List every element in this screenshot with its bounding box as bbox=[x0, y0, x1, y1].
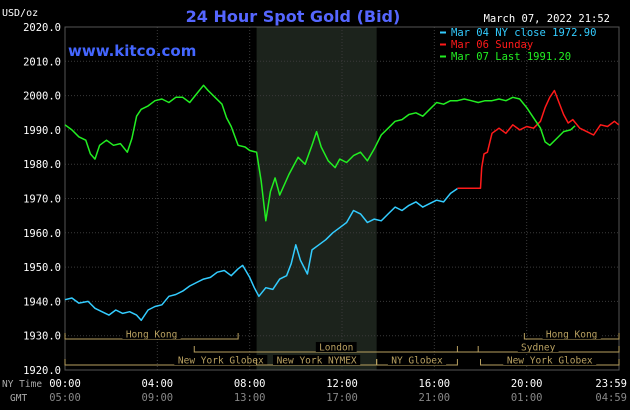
session-label-bg bbox=[122, 329, 181, 339]
series-line-3 bbox=[64, 84, 576, 222]
x-tick-label-gmt: 13:00 bbox=[234, 392, 266, 404]
x-tick-label-ny: 08:00 bbox=[234, 378, 266, 390]
x-tick-label-gmt: 04:59 bbox=[595, 392, 627, 404]
x-tick-label-ny: 16:00 bbox=[419, 378, 451, 390]
price-series bbox=[64, 84, 620, 322]
grid-lines bbox=[64, 26, 620, 371]
session-label-bg bbox=[517, 342, 559, 352]
y-tick-label: 1980.0 bbox=[23, 159, 61, 171]
chart-date: March 07, 2022 21:52 bbox=[484, 13, 610, 25]
y-axis: 1920.0 1930.0 1940.0 1950.0 1960.0 1970.0 1980… bbox=[23, 22, 61, 377]
trading-sessions: Hong Kong London New York Globex New York N… bbox=[64, 329, 620, 367]
x-tick-label-ny: 12:00 bbox=[326, 378, 358, 390]
y-unit-label: USD/oz bbox=[2, 8, 38, 19]
series-line-1 bbox=[64, 187, 458, 322]
y-tick-label: 1930.0 bbox=[23, 331, 61, 343]
x-tick-label-ny: 00:00 bbox=[49, 378, 81, 390]
x-tick-label-ny: 04:00 bbox=[142, 378, 174, 390]
x-tick-label-ny: 20:00 bbox=[511, 378, 543, 390]
y-tick-label: 1950.0 bbox=[23, 262, 61, 274]
x-tick-label-gmt: 09:00 bbox=[142, 392, 174, 404]
x-tick-label-gmt: 17:00 bbox=[326, 392, 358, 404]
session-label-bg bbox=[503, 355, 597, 365]
x-tick-label-ny: 23:59 bbox=[595, 378, 627, 390]
ny-time-label: NY Time bbox=[2, 379, 42, 390]
y-tick-label: 2010.0 bbox=[23, 56, 61, 68]
session-label: Hong Kong bbox=[126, 330, 177, 341]
legend-entry: Mar 04 NY close 1972.90 bbox=[451, 27, 596, 39]
session-label: New York Globex bbox=[507, 356, 593, 367]
series-line-2 bbox=[457, 89, 620, 189]
x-tick-label-gmt: 05:00 bbox=[49, 392, 81, 404]
session-label: NY Globex bbox=[391, 356, 443, 367]
y-tick-label: 1990.0 bbox=[23, 125, 61, 137]
y-tick-label: 1920.0 bbox=[23, 365, 61, 377]
x-axis: 00:00 05:00 04:00 09:00 08:00 13:00 12:00 17:00… bbox=[49, 378, 627, 404]
nymex-highlight-band bbox=[256, 27, 377, 370]
session-label-bg bbox=[542, 329, 601, 339]
x-tick-label-gmt: 01:00 bbox=[511, 392, 543, 404]
session-label: New York NYMEX bbox=[277, 356, 357, 367]
legend-entry: Mar 07 Last 1991.20 bbox=[451, 51, 571, 63]
gmt-label: GMT bbox=[10, 393, 27, 404]
x-tick-label-gmt: 21:00 bbox=[419, 392, 451, 404]
session-label: Sydney bbox=[521, 343, 556, 354]
highlight-band bbox=[256, 27, 377, 370]
session-label: New York Globex bbox=[178, 356, 264, 367]
y-tick-label: 1970.0 bbox=[23, 194, 61, 206]
session-label: London bbox=[319, 343, 353, 354]
session-label-bg bbox=[273, 355, 361, 365]
y-tick-label: 2020.0 bbox=[23, 22, 61, 34]
session-label-bg bbox=[174, 355, 268, 365]
y-tick-label: 2000.0 bbox=[23, 91, 61, 103]
chart-title: 24 Hour Spot Gold (Bid) bbox=[186, 7, 401, 26]
session-label-bg bbox=[387, 355, 447, 365]
session-label-bg bbox=[315, 342, 357, 352]
site-watermark: www.kitco.com bbox=[68, 42, 196, 60]
legend-entry: Mar 06 Sunday bbox=[451, 39, 533, 51]
y-tick-label: 1960.0 bbox=[23, 228, 61, 240]
plot-frame bbox=[64, 26, 620, 371]
session-label: Hong Kong bbox=[546, 330, 597, 341]
y-tick-label: 1940.0 bbox=[23, 296, 61, 308]
